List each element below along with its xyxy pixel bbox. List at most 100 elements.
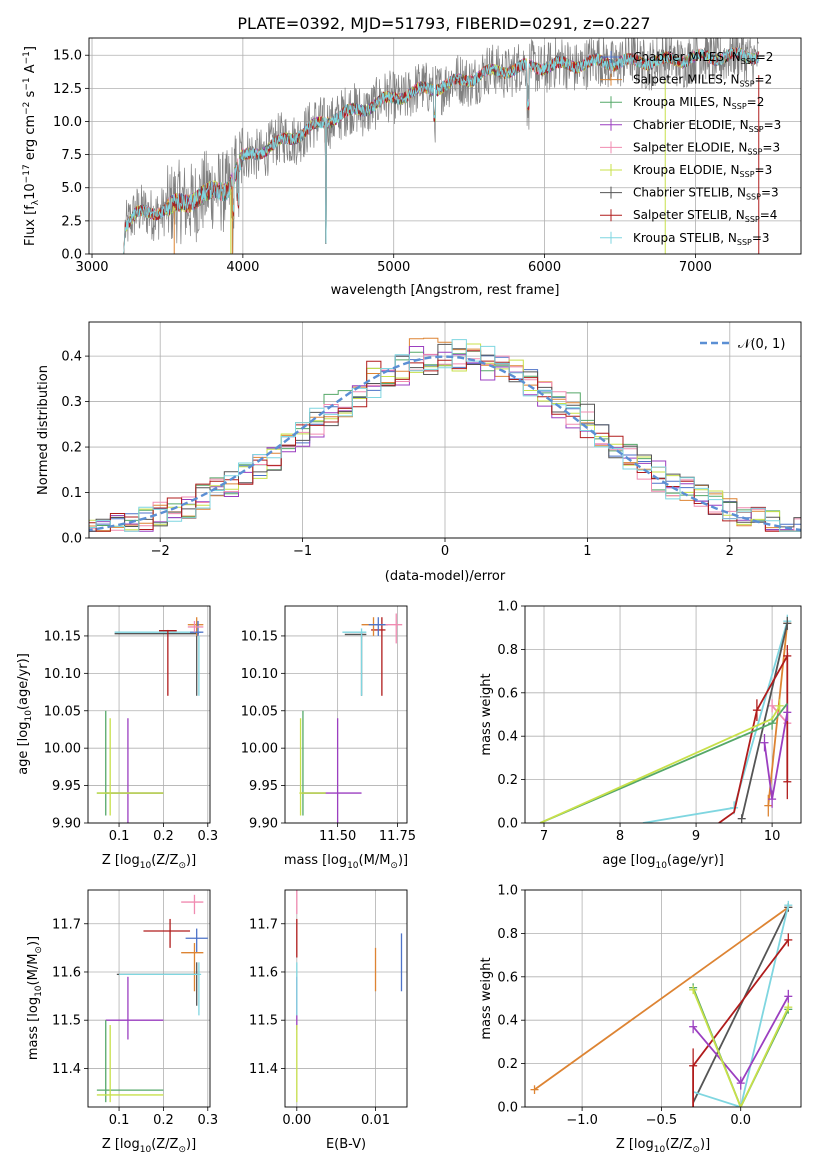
weight-z-panel-xlabel-part: (Z/Z xyxy=(665,1137,692,1152)
weight-age-panel-xlabel-part: 10 xyxy=(655,861,667,871)
age-z-ylabel-part: 10 xyxy=(24,710,34,722)
mass-z-xlabel-part: ⊙ xyxy=(178,1145,186,1155)
y-tick-label: 9.95 xyxy=(52,779,81,794)
errorbar-point xyxy=(116,962,199,1006)
legend-entry-suffix: =3 xyxy=(761,186,779,200)
age-z-xlabel-part: (Z/Z xyxy=(151,853,178,868)
age-z-xlabel-part: )] xyxy=(186,853,196,868)
y-tick-label: 10.00 xyxy=(241,742,278,757)
legend-entry-suffix: =2 xyxy=(756,50,774,64)
x-tick-label: 0.3 xyxy=(197,1113,218,1128)
mass-z-xlabel-part: (Z/Z xyxy=(151,1137,178,1152)
y-tick-label: 11.4 xyxy=(52,1062,81,1077)
x-tick-label: 3000 xyxy=(75,260,108,275)
legend-entry: Salpeter MILES, NSSP=2 xyxy=(633,73,772,89)
y-tick-label: 10.0 xyxy=(53,115,82,130)
figure-title: PLATE=0392, MJD=51793, FIBERID=0291, z=0… xyxy=(237,14,650,33)
spectrum-ylabel-part: erg cm xyxy=(23,115,38,164)
weight-z-panel-xlabel-part: Z [log xyxy=(616,1137,654,1152)
errorbar-point xyxy=(96,1025,164,1103)
legend-entry: Chabrier ELODIE, NSSP=3 xyxy=(633,118,781,134)
x-tick-label: 8 xyxy=(616,829,624,844)
y-tick-label: 0.8 xyxy=(497,927,518,942)
mass-z-ylabel-part: mass [log xyxy=(26,997,41,1060)
axes-frame xyxy=(87,605,211,824)
y-tick-label: 11.5 xyxy=(249,1014,278,1029)
mass-z-panel: 0.1 0.2 0.3 11.4 11.5 11.6 11.7 xyxy=(52,889,218,1128)
legend-entry-name: Salpeter MILES, N xyxy=(633,73,740,87)
y-tick-label: 9.95 xyxy=(249,779,278,794)
age-z-xlabel: Z [log10(Z/Z⊙)] xyxy=(102,853,196,871)
residuals-xlabel: (data-model)/error xyxy=(385,569,506,584)
residuals-legend-label: 𝒩(0, 1) xyxy=(738,337,785,352)
residuals-panel-plot-area xyxy=(89,337,801,532)
legend-entry-suffix: =3 xyxy=(762,140,780,154)
y-tick-label: 0.6 xyxy=(497,686,518,701)
axes-frame xyxy=(524,889,802,1108)
age-mass-xlabel-part: 10 xyxy=(347,861,359,871)
y-tick-label: 11.5 xyxy=(52,1014,81,1029)
errorbar-point xyxy=(181,894,204,915)
legend-entry-name: Chabrier ELODIE, N xyxy=(633,118,749,132)
axes-frame xyxy=(524,605,802,824)
legend-entry: Salpeter ELODIE, NSSP=3 xyxy=(633,140,780,156)
x-tick-label: 10 xyxy=(764,829,781,844)
legend-entry-name: Kroupa ELODIE, N xyxy=(633,163,740,177)
residual-histogram xyxy=(89,353,801,532)
errorbar-point xyxy=(190,620,204,636)
weight-z-panel-plot-area xyxy=(530,900,793,1107)
y-tick-label: 7.5 xyxy=(61,148,82,163)
mass-ebv-panel: 0.00 0.01 11.4 11.5 11.6 11.7 xyxy=(249,889,408,1128)
age-z-ylabel: age [log10(age/yr)] xyxy=(16,653,34,775)
y-tick-label: 0.4 xyxy=(61,350,82,365)
weight-age-panel-xlabel: age [log10(age/yr)] xyxy=(602,853,724,871)
legend-entry-suffix: =2 xyxy=(747,95,765,109)
weight-line xyxy=(692,904,790,1107)
mass-z-ylabel-part: ⊙ xyxy=(34,946,44,954)
x-tick-label: 0.3 xyxy=(197,829,218,844)
y-tick-label: 0.0 xyxy=(61,248,82,263)
x-tick-label: 0.1 xyxy=(109,829,130,844)
weight-z-panel-xlabel-part: 10 xyxy=(654,1145,666,1155)
spectrum-ylabel-part: Flux [f xyxy=(23,205,38,246)
y-tick-label: 0.2 xyxy=(61,441,82,456)
weight-age-panel: 7 8 9 10 0.0 0.2 0.4 0.6 0.8 1.0 xyxy=(497,600,802,844)
age-mass-panel-plot-area xyxy=(299,613,403,823)
weight-line xyxy=(533,906,789,1091)
x-tick-label: −0.5 xyxy=(646,1113,678,1128)
age-mass-xlabel-part: mass [log xyxy=(284,853,347,868)
legend-entry-suffix: =2 xyxy=(755,73,773,87)
y-tick-label: 0.0 xyxy=(497,1101,518,1116)
y-tick-label: 1.0 xyxy=(497,600,518,615)
age-z-xlabel-part: Z [log xyxy=(102,853,140,868)
legend-entry: Kroupa MILES, NSSP=2 xyxy=(633,95,764,111)
x-tick-label: 7 xyxy=(540,829,548,844)
errorbar-point xyxy=(96,710,164,816)
weight-line xyxy=(692,989,790,1107)
legend-entry-suffix: =3 xyxy=(764,118,782,132)
y-tick-label: 10.05 xyxy=(44,704,81,719)
y-tick-label: 9.90 xyxy=(249,817,278,832)
spectrum-ylabel-part: −1 xyxy=(22,51,32,64)
y-tick-label: 2.5 xyxy=(61,214,82,229)
legend-entry-sub: SSP xyxy=(732,102,747,111)
x-tick-label: 11.50 xyxy=(319,829,356,844)
legend-entry-name: Chabrier STELIB, N xyxy=(633,186,746,200)
errorbar-point xyxy=(105,976,164,1040)
age-mass-panel: 11.50 11.75 9.90 9.95 10.00 10.05 10.10 10.15 xyxy=(241,605,416,844)
legend-entry-name: Salpeter STELIB, N xyxy=(633,208,745,222)
legend-entry-suffix: =4 xyxy=(760,208,778,222)
errorbar-point xyxy=(181,943,204,992)
weight-age-panel-xlabel-part: age [log xyxy=(602,853,655,868)
mass-z-panel-plot-area xyxy=(96,894,208,1103)
x-tick-label: −1.0 xyxy=(566,1113,598,1128)
errorbar-point xyxy=(143,918,191,948)
x-tick-label: 0 xyxy=(441,544,449,559)
errorbar-point xyxy=(385,613,403,644)
y-tick-label: 11.6 xyxy=(249,965,278,980)
errorbar-point xyxy=(96,1020,164,1103)
mass-z-ylabel-part: )] xyxy=(26,936,41,946)
age-z-ylabel-part: (age/yr)] xyxy=(16,653,31,710)
